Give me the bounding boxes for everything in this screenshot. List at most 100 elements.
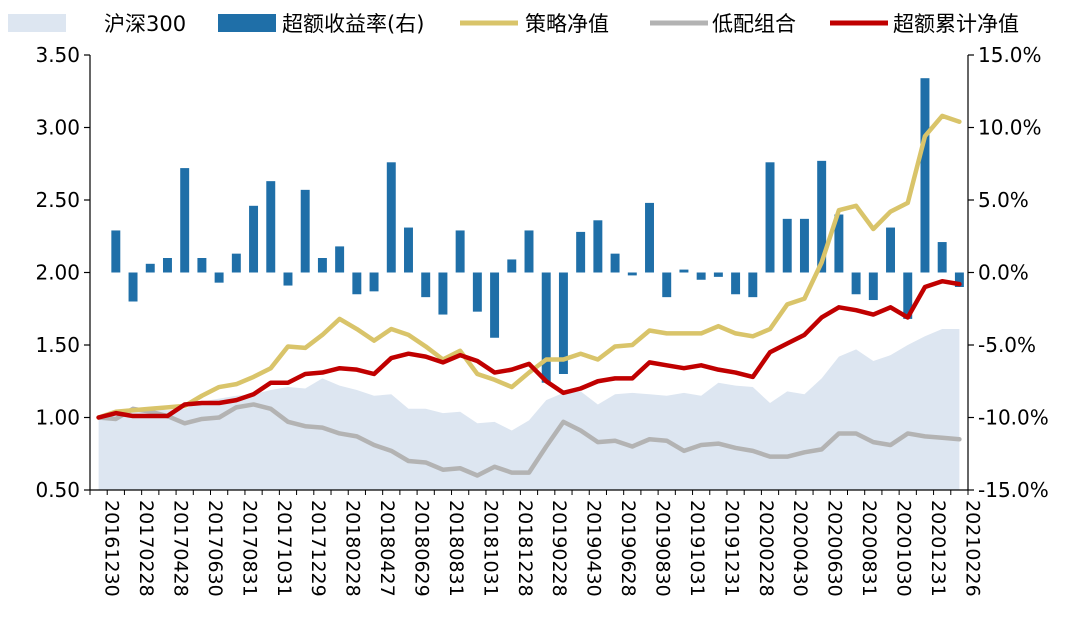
bar-20170228 <box>128 272 138 302</box>
x-tick-label: 20181228 <box>514 500 536 597</box>
x-tick-label: 20180228 <box>342 500 364 597</box>
bar-20170428 <box>162 258 172 273</box>
bar-20201130 <box>903 272 913 319</box>
bar-20170331 <box>145 263 155 273</box>
area-csi300 <box>98 329 960 490</box>
y-right-tick-label: 10.0% <box>978 116 1042 140</box>
legend-swatch-excess <box>218 14 276 32</box>
x-tick-label: 20190430 <box>583 500 605 597</box>
x-tick-label: 20180629 <box>410 500 432 597</box>
bar-20170531 <box>180 168 190 273</box>
bar-20200831 <box>851 272 861 295</box>
bar-20180330 <box>352 272 362 295</box>
x-tick-label: 20161230 <box>101 500 123 597</box>
y-right-tick-label: -15.0% <box>978 478 1049 502</box>
y-left-tick-label: 3.50 <box>35 43 80 67</box>
bar-20181130 <box>490 272 500 338</box>
bar-20190228 <box>541 272 551 383</box>
bar-20200123 <box>731 272 741 295</box>
y-left-tick-label: 0.50 <box>35 478 80 502</box>
y-right-tick-label: -5.0% <box>978 333 1036 357</box>
x-tick-label: 20200831 <box>858 500 880 597</box>
y-right-tick-label: 0.0% <box>978 261 1029 285</box>
bar-20190628 <box>610 253 620 273</box>
bar-20180731 <box>421 272 431 298</box>
y-left-tick-label: 2.50 <box>35 188 80 212</box>
bar-20180131 <box>317 258 327 273</box>
bar-20191231 <box>713 272 723 277</box>
bar-20170630 <box>197 258 207 273</box>
bar-20190329 <box>558 272 568 374</box>
y-left-tick-label: 1.00 <box>35 406 80 430</box>
x-tick-label: 20210226 <box>961 500 983 597</box>
y-left-tick-label: 2.00 <box>35 261 80 285</box>
x-tick-label: 20171229 <box>307 500 329 597</box>
legend-label-low: 低配组合 <box>712 12 796 36</box>
bar-20200331 <box>765 162 775 273</box>
line-low <box>96 402 962 478</box>
x-tick-label: 20200228 <box>755 500 777 597</box>
bar-20180928 <box>455 230 465 273</box>
x-tick-label: 20200630 <box>824 500 846 597</box>
x-tick-label: 20170228 <box>135 500 157 597</box>
bar-20190131 <box>524 230 534 273</box>
x-tick-label: 20180831 <box>445 500 467 597</box>
bar-20210129 <box>937 242 947 273</box>
bars-excess <box>111 78 964 383</box>
x-tick-label: 20200430 <box>789 500 811 597</box>
bar-20190731 <box>627 272 637 276</box>
legend-item-cum_excess: 超额累计净值 <box>830 12 1019 36</box>
bar-20180427 <box>369 272 379 292</box>
x-tick-label: 20170831 <box>238 500 260 597</box>
line-cum_excess <box>96 278 962 420</box>
y-right-tick-label: -10.0% <box>978 406 1049 430</box>
legend-label-excess: 超额收益率(右) <box>282 12 424 36</box>
bar-20170929 <box>249 205 259 273</box>
bar-20201030 <box>886 227 896 273</box>
legend: 沪深300 超额收益率(右) 策略净值 低配组合 超额累计净值 <box>8 12 1019 36</box>
axes: 0.50 1.00 1.50 2.00 2.50 3.00 3.50 -15.0% -10.0%… <box>35 43 1048 597</box>
legend-label-strategy: 策略净值 <box>525 12 609 36</box>
bar-20181031 <box>472 272 482 312</box>
bar-20180228 <box>335 246 345 273</box>
bar-20171130 <box>283 272 293 286</box>
bar-20170731 <box>214 272 224 283</box>
bar-20190430 <box>576 231 586 273</box>
bar-20200731 <box>834 214 844 273</box>
bar-20180531 <box>386 162 396 273</box>
bar-20190531 <box>593 220 603 273</box>
legend-label-csi300: 沪深300 <box>104 12 186 36</box>
y-right-tick-label: 15.0% <box>978 43 1042 67</box>
bar-20181228 <box>507 259 517 273</box>
legend-item-strategy: 策略净值 <box>460 12 609 36</box>
legend-item-csi300: 沪深300 <box>8 12 186 36</box>
x-tick-label: 20191231 <box>720 500 742 597</box>
bar-20180831 <box>438 272 448 315</box>
bar-20200430 <box>782 218 792 273</box>
x-tick-label: 20190830 <box>652 500 674 597</box>
legend-item-low: 低配组合 <box>650 12 796 36</box>
bar-20190830 <box>645 202 654 273</box>
x-tick-label: 20180427 <box>376 500 398 597</box>
bar-20180629 <box>404 227 413 273</box>
bar-20190930 <box>662 272 672 298</box>
x-tick-label: 20201030 <box>893 500 915 597</box>
y-left-tick-label: 3.00 <box>35 116 80 140</box>
line-strategy <box>96 113 962 420</box>
y-right-tick-label: 5.0% <box>978 188 1029 212</box>
legend-label-cum_excess: 超额累计净值 <box>893 12 1019 36</box>
bar-20171229 <box>300 189 310 273</box>
bar-20210226 <box>954 272 964 287</box>
x-tick-label: 20190228 <box>548 500 570 597</box>
y-left-tick-label: 1.50 <box>35 333 80 357</box>
legend-swatch-csi300 <box>8 14 66 32</box>
bar-20170831 <box>231 253 241 273</box>
bar-20200930 <box>868 272 878 301</box>
x-tick-label: 20201231 <box>927 500 949 597</box>
x-tick-label: 20170630 <box>204 500 226 597</box>
bar-20200228 <box>748 272 758 298</box>
bar-20200529 <box>799 218 809 273</box>
x-tick-label: 20191031 <box>686 500 708 597</box>
